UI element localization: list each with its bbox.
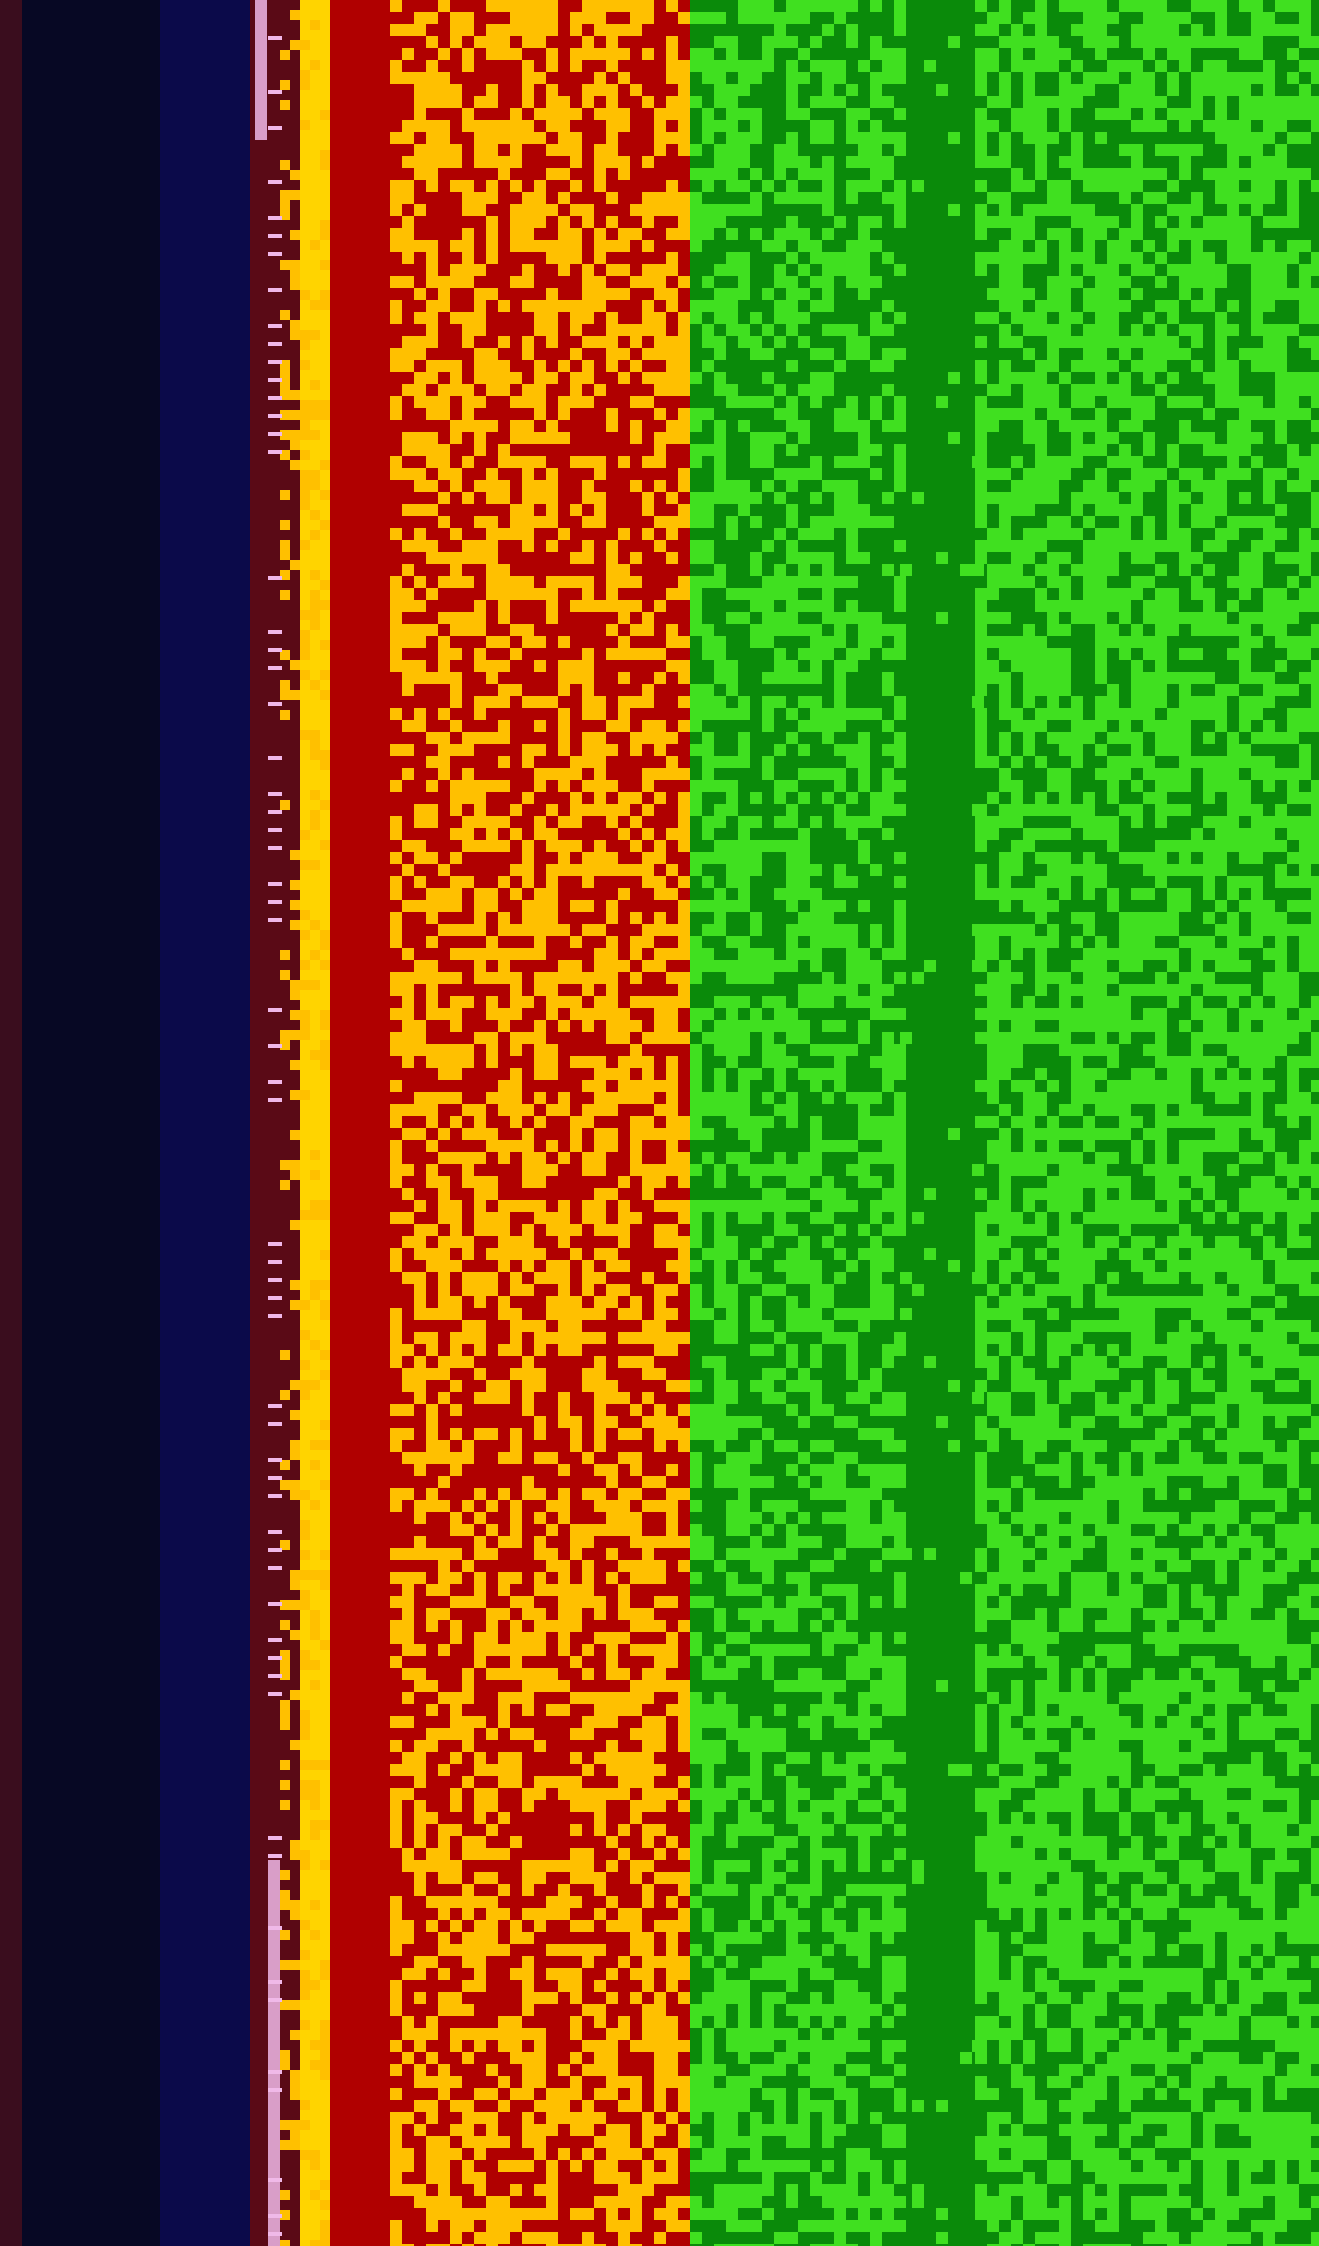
left-edge-band [0, 0, 22, 2246]
dark-band [22, 0, 160, 2246]
navy-band [160, 0, 250, 2246]
red-solid-band [330, 0, 390, 2246]
yellow-band [300, 0, 330, 2246]
